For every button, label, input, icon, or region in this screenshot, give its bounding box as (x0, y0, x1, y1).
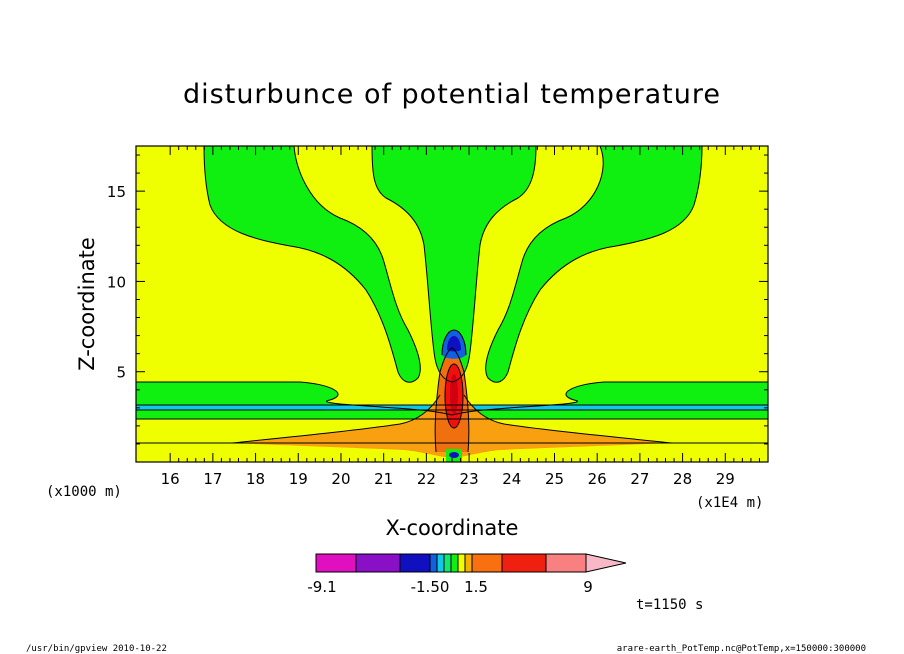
contour-green-right-plume (485, 146, 702, 383)
x-tick-label-1: 17 (203, 470, 222, 488)
colorbar-segment-4 (436, 553, 445, 573)
colorbar (315, 553, 627, 573)
x-tick-label-2: 18 (246, 470, 265, 488)
contour-line-red-core (444, 363, 464, 429)
contour-line-blue-cap (441, 329, 467, 356)
time-annotation: t=1150 s (636, 597, 703, 613)
y-axis-ticks: 5 10 15 (107, 154, 768, 445)
colorbar-label-2: 1.5 (464, 578, 488, 596)
colorbar-segment-1 (355, 553, 401, 573)
colorbar-segment-10 (501, 553, 547, 573)
y-tick-label-1: 10 (107, 273, 126, 291)
colorbar-segment-8 (464, 553, 473, 573)
y-axis-label: Z-coordinate (75, 237, 99, 371)
colorbar-segment-3 (429, 553, 438, 573)
colorbar-labels: -9.1 -1.50 1.5 9 (307, 578, 592, 596)
contour-line-orange-wings (231, 394, 673, 444)
x-tick-label-7: 23 (460, 470, 479, 488)
x-tick-label-3: 19 (289, 470, 308, 488)
x-tick-label-9: 25 (545, 470, 564, 488)
plot-area (135, 145, 769, 463)
contour-line-right-plume (485, 145, 703, 383)
x-tick-label-4: 20 (331, 470, 350, 488)
contour-red-inner (450, 374, 458, 414)
y-unit-label: (x1000 m) (46, 484, 122, 500)
colorbar-segment-2 (399, 553, 431, 573)
x-tick-label-6: 22 (417, 470, 436, 488)
x-tick-label-0: 16 (161, 470, 180, 488)
x-tick-label-5: 21 (374, 470, 393, 488)
contour-line-left-plume (203, 145, 421, 383)
contour-green-center-plume (372, 146, 536, 382)
colorbar-extension-arrow (585, 553, 627, 573)
contour-line-orange-column (434, 347, 470, 453)
colorbar-label-0: -9.1 (307, 578, 336, 596)
colorbar-segment-7 (457, 553, 466, 573)
x-tick-label-11: 27 (630, 470, 649, 488)
x-axis-ticks: 16 17 18 19 20 21 22 23 24 25 26 27 28 29 (161, 146, 760, 488)
x-unit-label: (x1E4 m) (696, 495, 763, 511)
footer-right: arare-earth_PotTemp.nc@PotTemp,x=150000:… (617, 644, 866, 654)
x-axis-label: X-coordinate (386, 516, 519, 540)
colorbar-segment-9 (471, 553, 503, 573)
chart-title: disturbunce of potential temperature (183, 79, 721, 110)
contour-green-left-plume (204, 146, 421, 383)
y-tick-label-2: 15 (107, 183, 126, 201)
x-tick-label-10: 26 (588, 470, 607, 488)
x-tick-label-12: 28 (673, 470, 692, 488)
colorbar-segment-5 (443, 553, 452, 573)
contour-lines (136, 145, 768, 453)
footer-left: /usr/bin/gpview 2010-10-22 (26, 644, 167, 654)
y-tick-label-0: 5 (116, 364, 126, 382)
contour-line-low-band-top (136, 381, 768, 416)
x-tick-label-13: 29 (716, 470, 735, 488)
contour-line-center-plume (371, 145, 537, 383)
x-tick-label-8: 24 (502, 470, 521, 488)
colorbar-segment-0 (315, 553, 357, 573)
contour-dark-blue-cap (447, 336, 461, 352)
colorbar-segment-11 (545, 553, 587, 573)
contour-surface-blue (449, 452, 459, 458)
colorbar-label-3: 9 (583, 578, 593, 596)
colorbar-label-1: -1.50 (411, 578, 450, 596)
colorbar-segment-6 (450, 553, 459, 573)
